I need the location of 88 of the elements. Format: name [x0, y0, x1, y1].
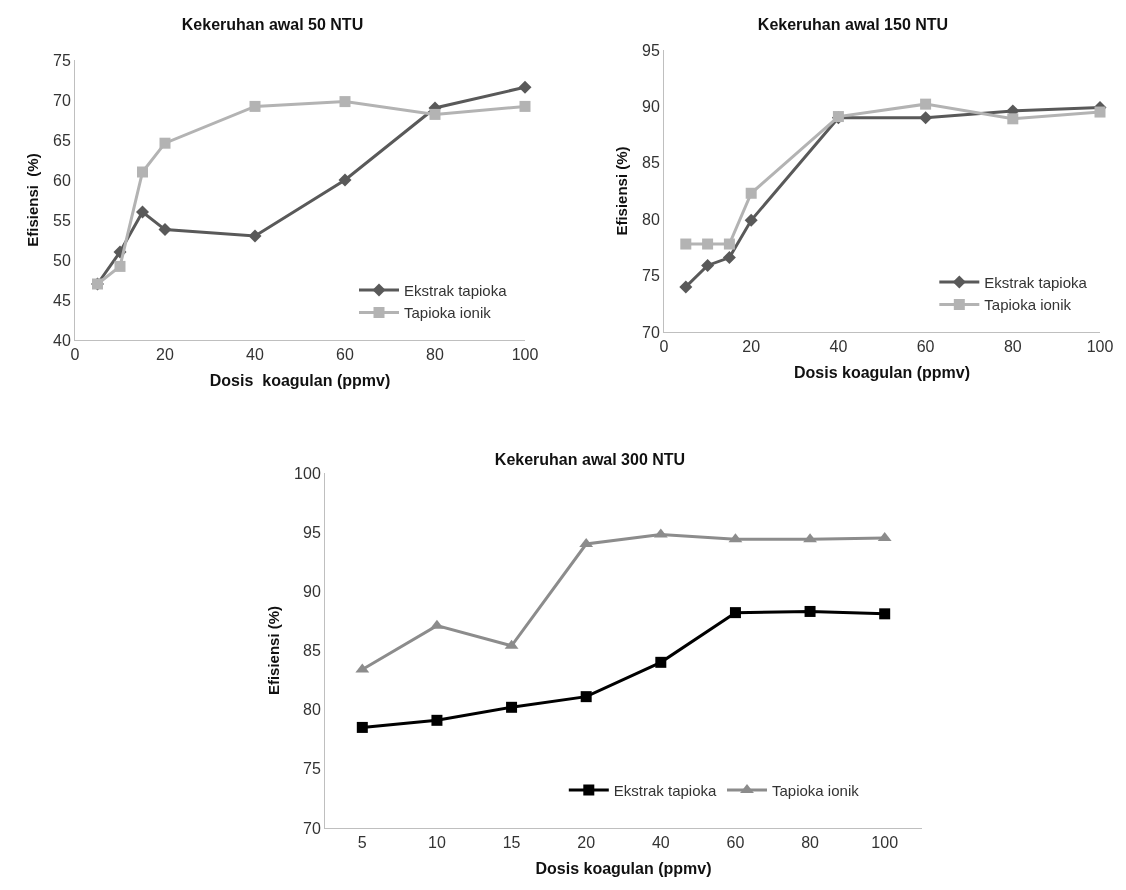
legend-label: Ekstrak tapioka	[404, 281, 508, 299]
point	[702, 238, 714, 250]
y-tick-label: 85	[303, 642, 321, 660]
y-tick-label: 95	[303, 523, 321, 541]
point	[701, 258, 715, 272]
y-tick-label: 85	[642, 154, 660, 172]
point	[431, 714, 443, 726]
point	[655, 656, 667, 668]
point	[722, 251, 736, 265]
x-tick-label: 100	[1086, 338, 1114, 356]
point	[249, 100, 261, 112]
x-tick-label: 0	[70, 346, 80, 364]
legend-label: Ekstrak tapioka	[984, 273, 1088, 291]
y-tick-label: 95	[642, 41, 660, 59]
legend-label: Tapioka ionik	[404, 304, 492, 322]
x-tick-label: 40	[829, 338, 848, 356]
y-tick-label: 45	[53, 291, 71, 309]
point	[804, 605, 816, 617]
x-tick-label: 60	[726, 834, 745, 852]
point	[430, 619, 444, 629]
point	[920, 98, 932, 110]
y-tick-label: 70	[642, 323, 660, 341]
point	[745, 187, 757, 199]
point	[744, 213, 758, 227]
point	[429, 108, 441, 120]
x-axis-title: Dosis koagulan (ppmv)	[535, 859, 712, 877]
x-tick-label: 20	[577, 834, 596, 852]
point	[136, 205, 149, 219]
x-tick-label: 80	[426, 346, 444, 364]
legend-label: Tapioka ionik	[984, 296, 1072, 314]
point	[114, 260, 126, 272]
x-tick-label: 80	[1003, 338, 1022, 356]
x-tick-label: 0	[659, 338, 669, 356]
y-tick-label: 70	[53, 91, 71, 109]
point	[339, 96, 351, 108]
y-tick-label: 70	[303, 819, 321, 837]
x-tick-label: 20	[156, 346, 174, 364]
point	[519, 100, 531, 112]
point	[356, 721, 368, 733]
y-tick-label: 75	[53, 51, 71, 69]
chart-title: Kekeruhan awal 150 NTU	[757, 16, 949, 34]
point	[723, 238, 735, 250]
y-axis-title: Efisiensi (%)	[265, 605, 283, 696]
legend-label: Tapioka ionik	[772, 781, 860, 799]
x-axis-title: Dosis koagulan (ppmv)	[793, 363, 971, 381]
legend-label: Ekstrak tapioka	[613, 781, 717, 799]
point	[338, 173, 352, 187]
y-tick-label: 80	[642, 210, 660, 228]
x-tick-label: 40	[246, 346, 264, 364]
x-tick-label: 100	[871, 834, 899, 852]
x-tick-label: 10	[428, 834, 446, 852]
point	[1007, 113, 1019, 125]
y-tick-label: 80	[303, 701, 321, 719]
point	[680, 238, 692, 250]
point	[506, 701, 518, 713]
y-tick-label: 100	[294, 464, 321, 482]
point	[679, 280, 693, 294]
point	[803, 533, 817, 543]
x-axis-title: Dosis koagulan (ppmv)	[209, 371, 391, 389]
point	[580, 691, 592, 703]
x-tick-label: 80	[801, 834, 820, 852]
point	[159, 137, 171, 149]
x-tick-label: 20	[742, 338, 761, 356]
chart-title: Kekeruhan awal 300 NTU	[494, 451, 686, 469]
y-tick-label: 65	[53, 131, 71, 149]
point	[158, 223, 172, 237]
x-tick-label: 100	[511, 346, 539, 364]
chart-title: Kekeruhan awal 50 NTU	[181, 16, 364, 34]
y-axis-title: Efisiensi (%)	[24, 153, 42, 247]
x-tick-label: 60	[916, 338, 935, 356]
point	[1094, 106, 1106, 118]
x-tick-label: 60	[336, 346, 354, 364]
point	[137, 166, 148, 178]
x-tick-label: 5	[357, 834, 367, 852]
y-tick-label: 60	[53, 171, 71, 189]
y-tick-label: 90	[642, 98, 660, 115]
y-tick-label: 75	[642, 267, 660, 285]
point	[919, 111, 933, 125]
y-tick-label: 90	[303, 582, 321, 600]
y-tick-label: 50	[53, 251, 71, 269]
point	[729, 607, 741, 619]
y-axis-title: Efisiensi (%)	[613, 146, 631, 236]
point	[518, 80, 532, 94]
point	[879, 608, 891, 620]
x-tick-label: 15	[502, 834, 521, 852]
y-tick-label: 75	[303, 760, 321, 778]
y-tick-label: 55	[53, 211, 71, 229]
point	[248, 229, 262, 243]
